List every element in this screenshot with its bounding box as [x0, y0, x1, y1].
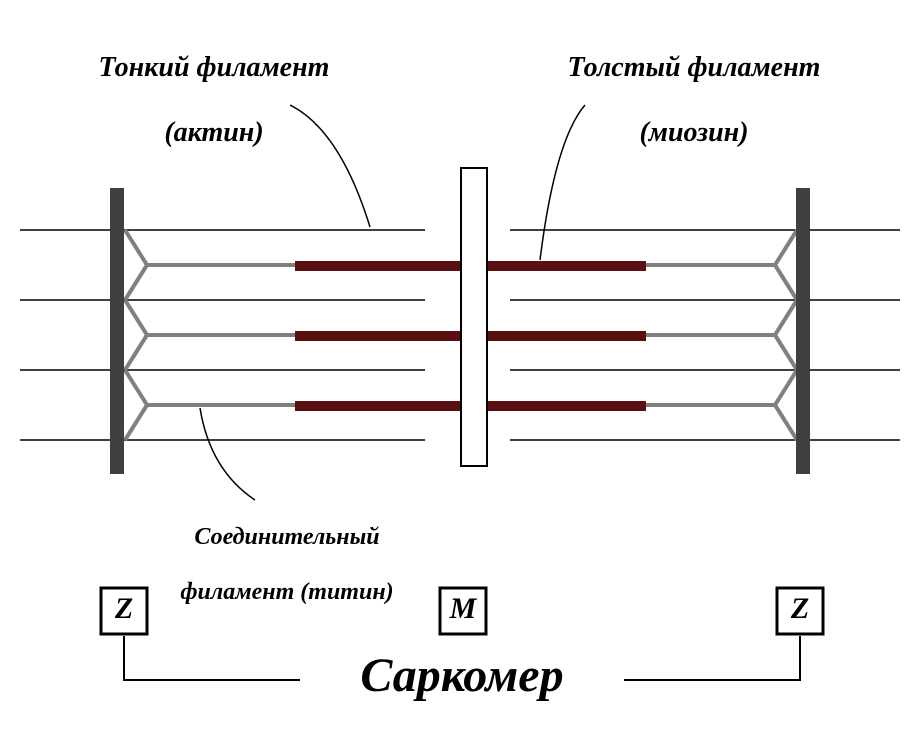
thick-filament-label: Толстый филамент (миозин): [470, 20, 890, 181]
connecting-line1: Соединительный: [194, 524, 379, 550]
thin-line1: Тонкий филамент: [99, 52, 330, 83]
connecting-filament-label: Соединительный филамент (титин): [135, 496, 415, 634]
m-letter: M: [440, 592, 486, 627]
connecting-line2: филамент (титин): [180, 579, 393, 605]
sarcomere-title: Саркомер: [300, 648, 624, 703]
z-disc-left: [110, 188, 124, 474]
thick-line1: Толстый филамент: [568, 52, 821, 83]
thin-filament-label: Тонкий филамент (актин): [20, 20, 380, 181]
z-right-letter: Z: [777, 592, 823, 627]
thin-line2: (актин): [164, 117, 263, 148]
z-left-letter: Z: [101, 592, 147, 627]
m-line: [461, 168, 487, 466]
connecting-leader: [200, 408, 255, 500]
sarcomere-diagram: Тонкий филамент (актин) Толстый филамент…: [0, 0, 920, 741]
thick-line2: (миозин): [639, 117, 748, 148]
z-disc-right: [796, 188, 810, 474]
